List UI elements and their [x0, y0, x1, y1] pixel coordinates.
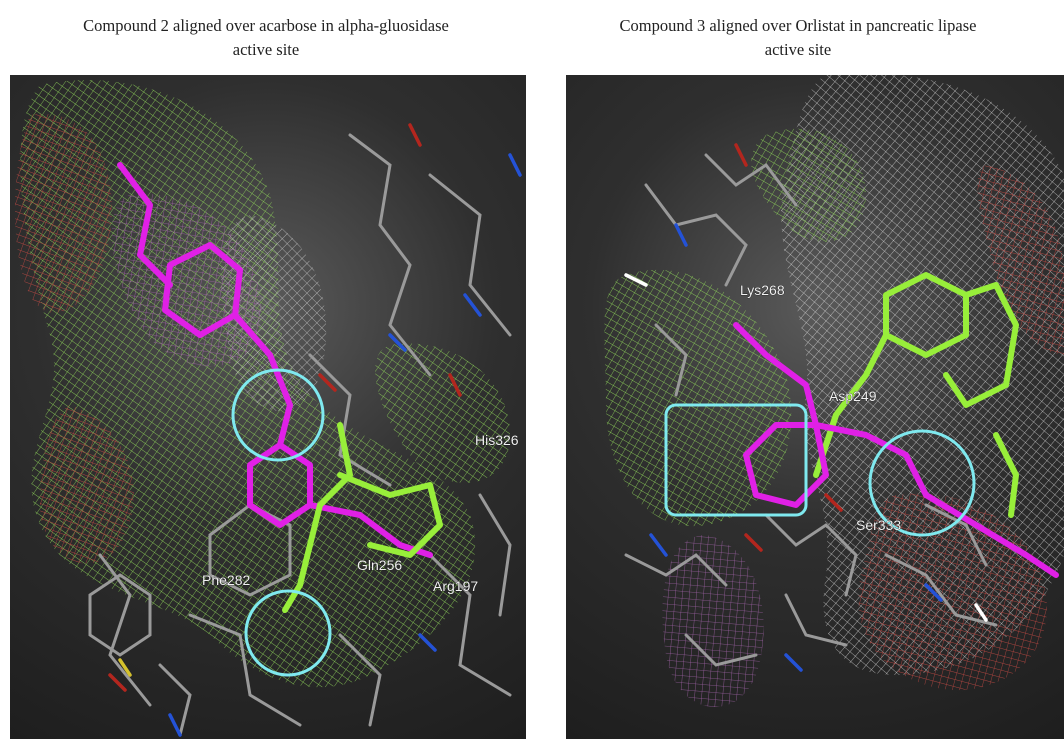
left-caption: Compound 2 aligned over acarbose in alph… [83, 16, 449, 59]
right-highlight-circle [868, 429, 976, 537]
left-docking-image: His326 Phe282 Gln256 Arg197 [15, 79, 522, 737]
left-highlight-circle-upper [231, 368, 325, 462]
right-atoms [624, 143, 988, 672]
right-caption: Compound 3 aligned over Orlistat in panc… [619, 16, 977, 59]
left-atoms [108, 123, 522, 737]
right-figure: Compound 3 aligned over Orlistat in panc… [532, 0, 1064, 739]
residue-label-phe282: Phe282 [202, 572, 250, 588]
left-docking-panel: His326 Phe282 Gln256 Arg197 [10, 75, 526, 739]
residue-label-arg197: Arg197 [433, 578, 478, 594]
left-highlights [231, 368, 332, 677]
left-ligand-green [282, 422, 443, 613]
residue-label-gln256: Gln256 [357, 557, 402, 573]
residue-label-ser333: Ser333 [856, 517, 901, 533]
right-docking-panel: Lys268 Asp249 Ser333 [566, 75, 1064, 739]
left-figure: Compound 2 aligned over acarbose in alph… [10, 16, 526, 739]
left-highlight-circle-lower [244, 589, 332, 677]
left-protein-sticks [88, 133, 512, 737]
right-surface-mesh [604, 75, 1064, 708]
left-ligand-magenta [117, 162, 433, 558]
right-docking-image: Lys268 Asp249 Ser333 [604, 75, 1064, 708]
right-highlights [664, 403, 976, 537]
residue-label-his326: His326 [475, 432, 519, 448]
right-highlight-rectangle [664, 403, 808, 517]
right-protein-sticks [624, 153, 998, 667]
residue-label-lys268: Lys268 [740, 282, 785, 298]
residue-label-asp249: Asp249 [829, 388, 877, 404]
